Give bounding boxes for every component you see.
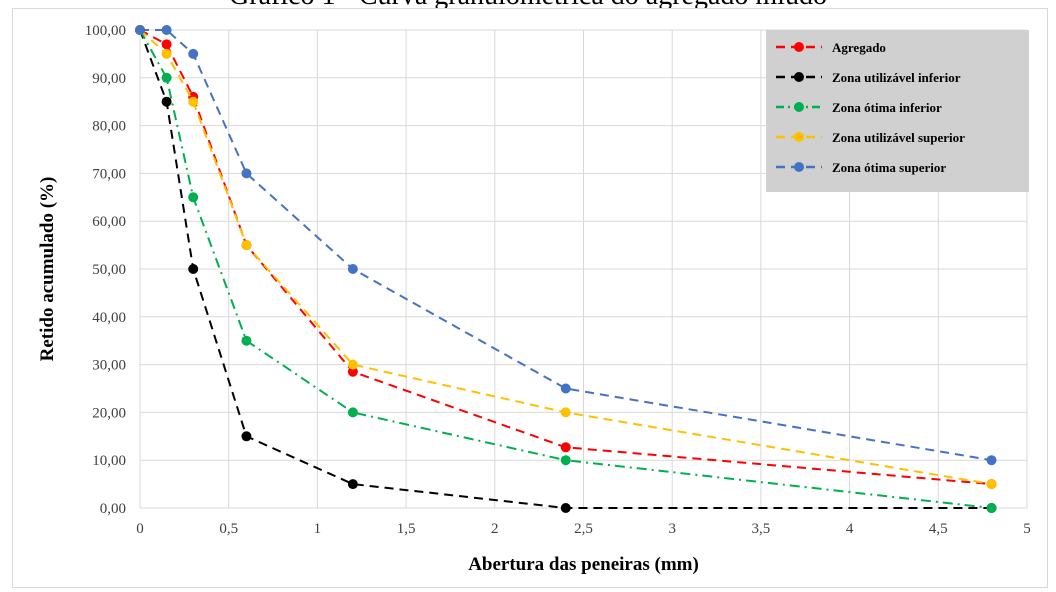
legend-label: Zona ótima inferior: [832, 100, 942, 115]
data-point: [347, 359, 358, 370]
y-tick-label: 40,00: [92, 310, 126, 326]
x-tick-label: 3: [668, 521, 676, 537]
legend-swatch-marker: [794, 72, 804, 82]
legend-item: Zona ótima superior: [776, 160, 946, 175]
series-4: [135, 25, 997, 466]
data-point: [347, 366, 358, 377]
y-tick-label: 0,00: [100, 501, 126, 517]
data-point: [188, 96, 199, 107]
tick-labels: 0,00 10,00 20,00 30,00 40,00 50,00 60,00 70,00 8…: [85, 23, 1031, 537]
legend-item: Zona ótima inferior: [776, 100, 942, 115]
legend-label: Agregado: [832, 40, 886, 55]
x-tick-label: 2: [491, 521, 499, 537]
data-point: [560, 407, 571, 418]
y-tick-label: 10,00: [92, 453, 126, 469]
data-point: [560, 455, 571, 466]
y-tick-label: 60,00: [92, 214, 126, 230]
x-axis-label: Abertura das peneiras (mm): [468, 554, 699, 575]
chart-title: Gráfico 1 - Curva granulométrica do agre…: [0, 0, 1056, 12]
y-tick-label: 90,00: [92, 71, 126, 87]
legend-swatch-marker: [794, 132, 804, 142]
y-tick-label: 100,00: [85, 23, 126, 39]
data-point: [560, 503, 571, 513]
legend-item: Agregado: [776, 40, 886, 55]
legend-box: [766, 30, 1029, 192]
legend-swatch-marker: [794, 162, 804, 172]
y-tick-label: 70,00: [92, 166, 126, 182]
data-point: [986, 479, 997, 490]
legend-swatch-marker: [794, 102, 804, 112]
data-point: [347, 407, 358, 418]
x-tick-label: 2,5: [574, 521, 593, 537]
data-point: [986, 455, 997, 466]
data-point: [188, 264, 199, 274]
data-point: [347, 479, 358, 490]
data-point: [560, 442, 571, 453]
x-tick-label: 0: [136, 521, 144, 537]
data-point: [161, 39, 172, 50]
data-point: [986, 503, 997, 513]
data-point: [188, 48, 199, 59]
data-point: [161, 72, 172, 83]
data-point: [241, 168, 252, 179]
legend-label: Zona utilizável superior: [832, 130, 965, 145]
data-point: [560, 383, 571, 394]
y-axis-label: Retido acumulado (%): [37, 177, 58, 362]
x-tick-label: 4: [846, 521, 854, 537]
data-point: [241, 240, 252, 251]
x-tick-label: 3,5: [752, 521, 771, 537]
data-point: [161, 48, 172, 59]
x-tick-label: 0,5: [219, 521, 238, 537]
y-tick-label: 80,00: [92, 119, 126, 135]
data-point: [188, 192, 199, 203]
x-tick-label: 4,5: [929, 521, 948, 537]
data-point: [161, 96, 172, 107]
x-tick-label: 5: [1023, 521, 1031, 537]
legend-item: Zona utilizável inferior: [776, 70, 961, 85]
y-tick-label: 50,00: [92, 262, 126, 278]
data-point: [241, 431, 252, 442]
y-tick-label: 30,00: [92, 358, 126, 374]
data-point: [161, 25, 172, 35]
legend-label: Zona utilizável inferior: [832, 70, 961, 85]
legend: Agregado Zona utilizável inferior Zona óti…: [766, 30, 1029, 192]
data-point: [347, 264, 358, 274]
data-point: [241, 335, 252, 346]
y-tick-label: 20,00: [92, 405, 126, 421]
legend-label: Zona ótima superior: [832, 160, 946, 175]
x-tick-label: 1,5: [397, 521, 416, 537]
data-point: [135, 25, 145, 35]
series-layer: [135, 25, 997, 513]
legend-item: Zona utilizável superior: [776, 130, 965, 145]
x-tick-label: 1: [314, 521, 322, 537]
series-2: [135, 25, 997, 513]
legend-swatch-marker: [794, 42, 804, 52]
